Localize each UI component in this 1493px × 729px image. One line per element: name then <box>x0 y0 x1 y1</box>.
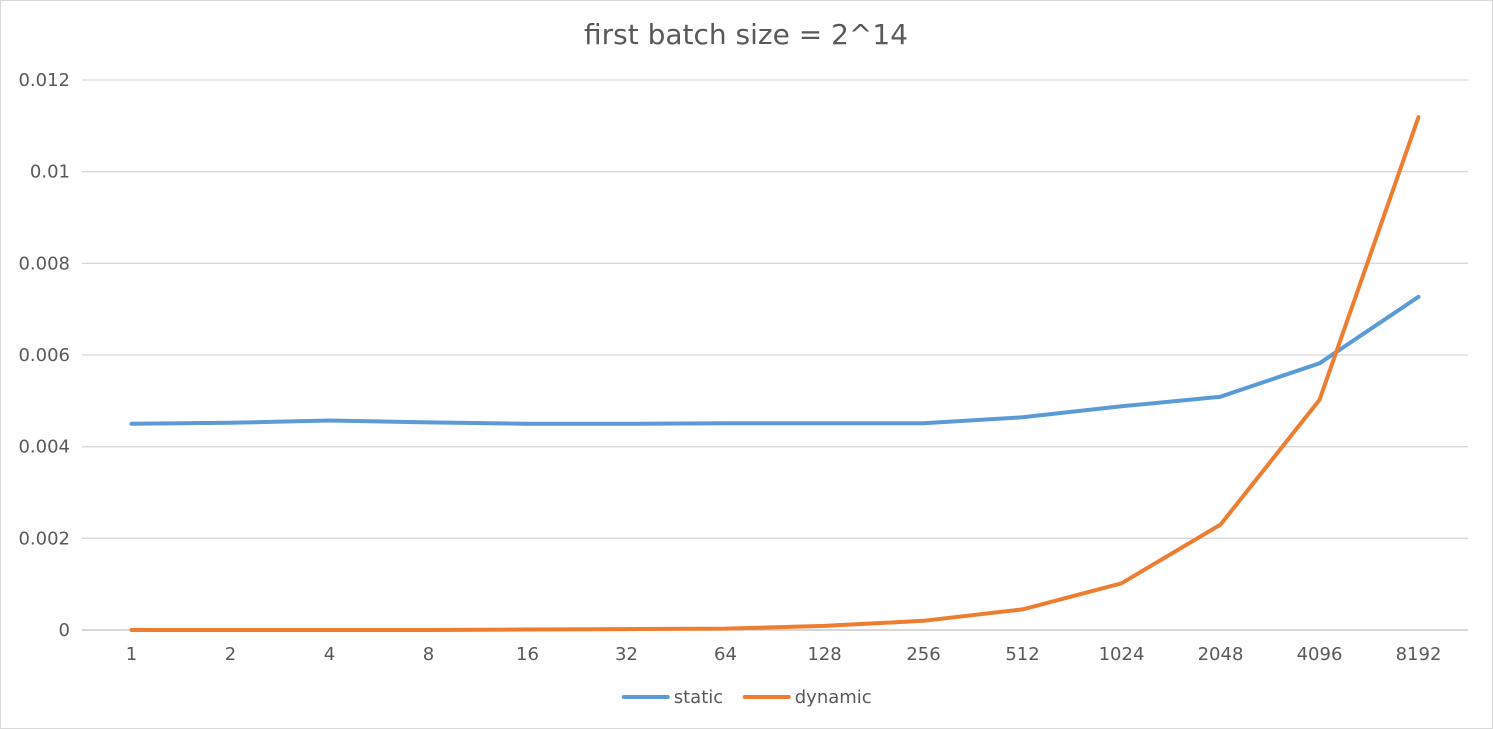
x-tick-label: 1024 <box>1099 644 1145 665</box>
y-tick-label: 0.006 <box>18 345 70 366</box>
x-tick-label: 16 <box>516 644 539 665</box>
y-tick-label: 0.01 <box>30 162 70 183</box>
x-tick-label: 256 <box>906 644 940 665</box>
chart-title: first batch size = 2^14 <box>584 18 908 51</box>
x-tick-label: 32 <box>615 644 638 665</box>
y-tick-label: 0.002 <box>18 528 70 549</box>
x-tick-label: 4096 <box>1297 644 1343 665</box>
legend: static dynamic <box>621 687 872 708</box>
x-tick-label: 8 <box>423 644 434 665</box>
x-tick-label: 8192 <box>1396 644 1442 665</box>
x-axis-tick-labels: 1 2 4 8 16 32 64 128 256 512 1024 2048 4096 8192 <box>126 644 1442 665</box>
y-axis-tick-labels: 0 0.002 0.004 0.006 0.008 0.01 0.012 <box>18 70 70 641</box>
legend-label-static: static <box>674 687 723 708</box>
series-lines <box>129 115 1421 632</box>
y-tick-label: 0.012 <box>18 70 70 91</box>
x-tick-label: 1 <box>126 644 137 665</box>
y-tick-label: 0.008 <box>18 253 70 274</box>
x-tick-label: 512 <box>1005 644 1039 665</box>
x-tick-label: 4 <box>324 644 335 665</box>
series-line-dynamic <box>129 115 1421 632</box>
x-tick-label: 2 <box>225 644 236 665</box>
gridlines <box>82 79 1468 631</box>
x-tick-label: 2048 <box>1198 644 1244 665</box>
legend-label-dynamic: dynamic <box>795 687 872 708</box>
x-tick-label: 64 <box>714 644 737 665</box>
x-tick-label: 128 <box>807 644 841 665</box>
series-line-static <box>129 294 1421 426</box>
y-tick-label: 0 <box>59 620 70 641</box>
y-tick-label: 0.004 <box>18 437 70 458</box>
